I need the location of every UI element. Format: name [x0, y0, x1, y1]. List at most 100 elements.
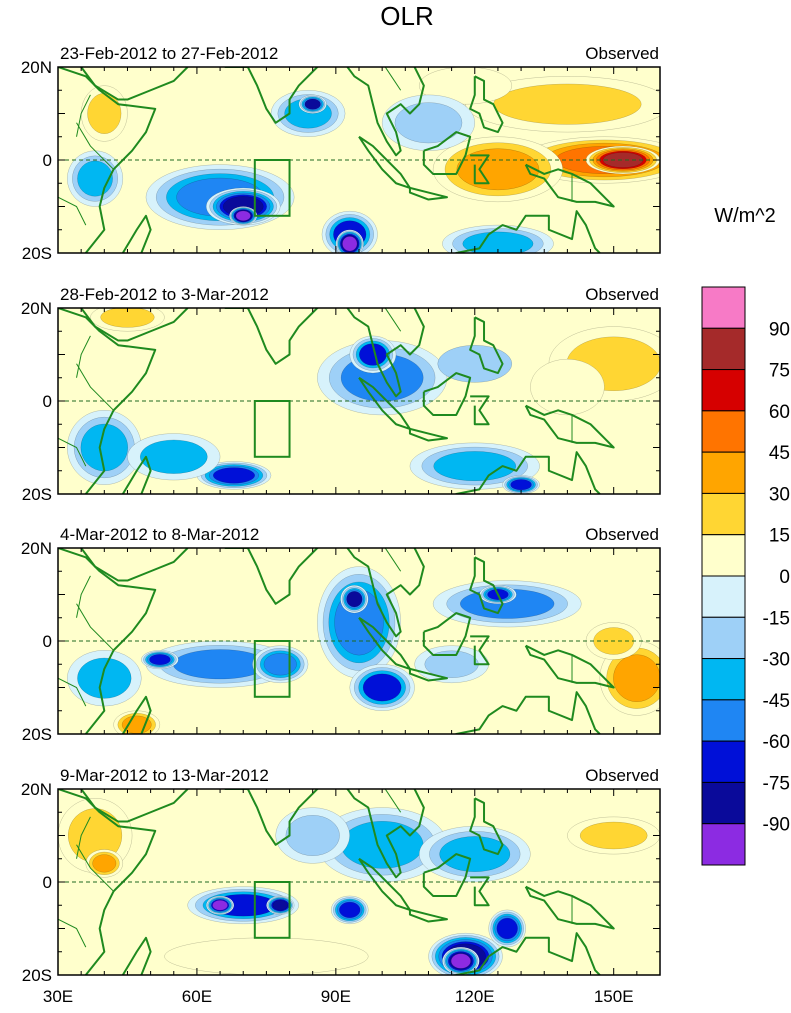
coastline: [422, 612, 472, 656]
anomaly-region-15: [381, 94, 476, 151]
coastline: [454, 932, 602, 975]
country-border: [58, 918, 87, 948]
colorbar-swatch: [701, 781, 746, 825]
contour-band: [510, 479, 532, 491]
coastline: [470, 154, 490, 185]
colorbar-swatch: [701, 286, 746, 329]
colorbar-level-label: -30: [763, 650, 790, 671]
country-border: [76, 816, 91, 859]
coastline: [470, 876, 490, 907]
colorbar-level-label: 30: [769, 484, 790, 505]
contour-band: [340, 820, 424, 869]
coastline: [454, 210, 602, 253]
y-tick-label: 0: [43, 392, 52, 411]
contour-band: [100, 308, 155, 328]
region-box: [253, 640, 291, 698]
contour-band: [418, 67, 513, 105]
coastline: [121, 936, 152, 975]
anomaly-region-3: [567, 816, 660, 855]
country-border: [336, 756, 350, 779]
country-border: [336, 515, 350, 538]
coastline: [422, 853, 472, 897]
panel-source-label: Observed: [585, 44, 659, 63]
colorbar-swatch: [701, 369, 746, 412]
panel-period-label: 9-Mar-2012 to 13-Mar-2012: [60, 766, 269, 785]
coastline: [224, 308, 319, 365]
coastline: [408, 667, 448, 682]
colorbar-level-label: 60: [769, 402, 790, 423]
coastline: [224, 67, 319, 124]
country-border: [76, 575, 91, 618]
country-border: [76, 94, 91, 137]
coastline: [524, 885, 615, 930]
country-border: [384, 67, 402, 91]
y-tick-label: 0: [43, 873, 52, 892]
contour-band: [263, 653, 297, 676]
coastline: [224, 789, 319, 846]
y-tick-label: 0: [43, 151, 52, 170]
colorbar-level-label: 0: [779, 567, 790, 588]
coastline: [469, 797, 504, 856]
y-tick-label: 20N: [21, 299, 52, 318]
y-tick-label: 20S: [22, 725, 52, 744]
colorbar-swatch: [701, 534, 746, 577]
coastline: [422, 131, 472, 175]
contour-band: [92, 854, 117, 873]
y-tick-label: 0: [43, 632, 52, 651]
coastline: [224, 548, 319, 605]
colorbar-level-label: 45: [769, 443, 790, 464]
anomaly-region-11: [437, 344, 513, 383]
colorbar-level-label: -75: [763, 773, 790, 794]
anomaly-region-7: [196, 461, 272, 490]
panel-period-label: 23-Feb-2012 to 27-Feb-2012: [60, 44, 278, 63]
panel-group: 20N 0 20S 23-Feb-2012 to 27-Feb-2012 Observe…: [21, 34, 661, 985]
region-box: [253, 400, 291, 458]
colorbar-units: W/m^2: [714, 205, 776, 227]
anomaly-region-13: [418, 825, 531, 883]
country-border: [58, 196, 87, 226]
x-tick-label: 30E: [43, 987, 73, 1006]
anomaly-region-13: [335, 229, 364, 253]
country-border: [336, 34, 350, 57]
x-tick-label: 120E: [455, 987, 495, 1006]
contour-band: [439, 836, 511, 873]
anomaly-region-7: [488, 909, 526, 948]
contour-band: [450, 953, 471, 969]
anomaly-region-6: [418, 67, 513, 105]
colorbar-level-label: -90: [763, 815, 790, 836]
anomaly-region-1: [80, 85, 128, 142]
contour-band: [212, 467, 255, 484]
contour-band: [139, 439, 208, 474]
panel-3: 20N 0 20S 4-Mar-2012 to 8-Mar-2012 Observed: [21, 515, 661, 744]
coastline: [524, 644, 615, 689]
contour-band: [579, 821, 648, 850]
coastlines: [58, 756, 615, 975]
coastline: [121, 214, 152, 253]
anomaly-region-12: [317, 807, 448, 883]
coastline: [422, 372, 472, 416]
country-border: [336, 275, 350, 298]
coastline: [317, 789, 425, 879]
anomaly-region-10: [502, 475, 540, 494]
anomaly-region-7: [340, 584, 369, 614]
country-border: [384, 789, 402, 813]
contour-band: [212, 899, 228, 911]
contour-band: [437, 344, 513, 383]
olr-field: [58, 34, 660, 253]
contour-band: [304, 98, 321, 110]
y-tick-label: 20S: [22, 966, 52, 985]
contour-band: [433, 451, 517, 482]
figure-title: OLR: [380, 1, 433, 31]
coastline: [80, 548, 189, 582]
colorbar-level-label: 75: [769, 361, 790, 382]
y-tick-label: 20N: [21, 539, 52, 558]
coastline: [524, 404, 615, 449]
anomaly-region-2: [530, 358, 605, 416]
panel-source-label: Observed: [585, 285, 659, 304]
coastline: [469, 75, 504, 134]
contour-band: [496, 917, 518, 940]
panel-2: 20N 0 20S 28-Feb-2012 to 3-Mar-2012 Observed: [21, 275, 661, 504]
anomaly-region-9: [205, 895, 235, 915]
colorbar-level-label: 90: [769, 319, 790, 340]
x-tick-label: 90E: [321, 987, 351, 1006]
